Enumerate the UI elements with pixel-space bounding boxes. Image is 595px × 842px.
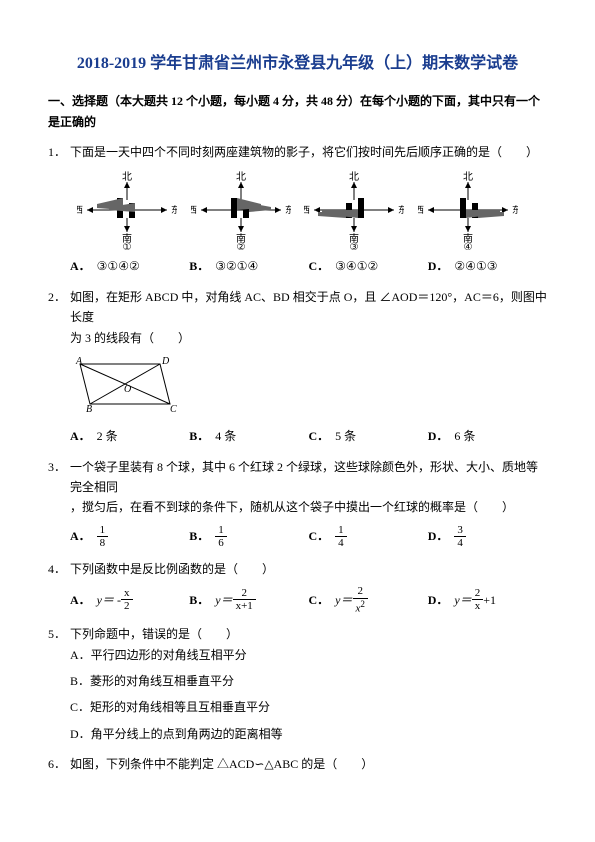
svg-text:东: 东 — [398, 204, 404, 215]
option: C． y＝ 2x2 — [309, 585, 428, 614]
svg-text:O: O — [124, 384, 131, 395]
q-text: 一个袋子里装有 8 个球，其中 6 个红球 2 个绿球，这些球除颜色外，形状、大… — [70, 457, 547, 498]
q-num: 1． — [48, 142, 66, 162]
svg-text:①: ① — [122, 242, 131, 250]
question-6: 6． 如图，下列条件中不能判定 △ACD∽△ABC 的是（ ） — [48, 754, 547, 774]
building-shadow-fig-3: 北 西 东 南 ③ — [304, 170, 404, 250]
option: C．5 条 — [309, 426, 428, 446]
option: B． y＝ 2x+1 — [189, 585, 308, 614]
q-text-cont: ，搅匀后，在看不到球的条件下，随机从这个袋子中摸出一个红球的概率是（ ） — [70, 497, 547, 517]
q-num: 6． — [48, 754, 66, 774]
q2-options: A．2 条 B．4 条 C．5 条 D．6 条 — [70, 426, 547, 446]
q-num: 2． — [48, 287, 66, 328]
option: C．矩形的对角线相等且互相垂直平分 — [70, 697, 547, 717]
option: A． 18 — [70, 524, 189, 549]
option: D．角平分线上的点到角两边的距离相等 — [70, 724, 547, 744]
svg-text:东: 东 — [285, 204, 291, 215]
question-4: 4． 下列函数中是反比例函数的是（ ） A． y＝ - x2 B． y＝ 2x+… — [48, 559, 547, 614]
q1-figure-row: 北 西 东 南 ① 北 西 东 — [70, 170, 525, 250]
svg-text:B: B — [86, 404, 92, 414]
question-2: 2． 如图，在矩形 ABCD 中，对角线 AC、BD 相交于点 O，且 ∠AOD… — [48, 287, 547, 447]
svg-text:西: 西 — [418, 205, 424, 215]
svg-text:北: 北 — [349, 171, 359, 183]
option: B．菱形的对角线互相垂直平分 — [70, 671, 547, 691]
q-text: 下列函数中是反比例函数的是（ ） — [70, 559, 547, 579]
svg-text:东: 东 — [171, 204, 177, 215]
q-num: 3． — [48, 457, 66, 498]
svg-text:北: 北 — [236, 171, 246, 183]
option: A．③①④② — [70, 256, 189, 276]
svg-text:②: ② — [236, 242, 245, 250]
svg-text:西: 西 — [304, 205, 310, 215]
option: D． y＝ 2x +1 — [428, 585, 547, 614]
building-shadow-fig-2: 北 西 东 南 ② — [191, 170, 291, 250]
option: D．6 条 — [428, 426, 547, 446]
question-3: 3． 一个袋子里装有 8 个球，其中 6 个红球 2 个绿球，这些球除颜色外，形… — [48, 457, 547, 549]
q-num: 5． — [48, 624, 66, 644]
q-text: 下面是一天中四个不同时刻两座建筑物的影子，将它们按时间先后顺序正确的是（ ） — [70, 142, 547, 162]
svg-text:北: 北 — [463, 171, 473, 183]
q3-options: A． 18 B． 16 C． 14 D． 34 — [70, 524, 547, 549]
svg-text:③: ③ — [350, 242, 359, 250]
question-5: 5． 下列命题中，错误的是（ ） A．平行四边形的对角线互相平分 B．菱形的对角… — [48, 624, 547, 744]
q-text: 下列命题中，错误的是（ ） — [70, 624, 547, 644]
option: A． y＝ - x2 — [70, 585, 189, 614]
question-1: 1． 下面是一天中四个不同时刻两座建筑物的影子，将它们按时间先后顺序正确的是（ … — [48, 142, 547, 277]
q-text: 如图，在矩形 ABCD 中，对角线 AC、BD 相交于点 O，且 ∠AOD＝12… — [70, 287, 547, 328]
option: D． 34 — [428, 524, 547, 549]
svg-text:东: 东 — [512, 204, 518, 215]
svg-text:C: C — [170, 404, 177, 414]
svg-text:④: ④ — [464, 242, 473, 250]
option: D．②④①③ — [428, 256, 547, 276]
option: C． 14 — [309, 524, 428, 549]
svg-text:西: 西 — [191, 205, 197, 215]
rectangle-figure: A D B C O — [70, 354, 547, 420]
option: B．4 条 — [189, 426, 308, 446]
section-heading: 一、选择题（本大题共 12 个小题，每小题 4 分，共 48 分）在每个小题的下… — [48, 91, 547, 132]
option: C．③④①② — [309, 256, 428, 276]
option: A．平行四边形的对角线互相平分 — [70, 645, 547, 665]
q1-options: A．③①④② B．③②①④ C．③④①② D．②④①③ — [70, 256, 547, 276]
option: B． 16 — [189, 524, 308, 549]
q-text-cont: 为 3 的线段有（ ） — [70, 328, 547, 348]
svg-text:西: 西 — [77, 205, 83, 215]
svg-text:北: 北 — [122, 171, 132, 183]
building-shadow-fig-1: 北 西 东 南 ① — [77, 170, 177, 250]
option: A．2 条 — [70, 426, 189, 446]
option: B．③②①④ — [189, 256, 308, 276]
svg-text:D: D — [161, 356, 170, 367]
svg-text:A: A — [75, 356, 83, 367]
page-title: 2018-2019 学年甘肃省兰州市永登县九年级（上）期末数学试卷 — [48, 50, 547, 77]
q4-options: A． y＝ - x2 B． y＝ 2x+1 C． y＝ 2x2 D． y＝ 2x… — [70, 585, 547, 614]
q-num: 4． — [48, 559, 66, 579]
building-shadow-fig-4: 北 西 东 南 ④ — [418, 170, 518, 250]
q-text: 如图，下列条件中不能判定 △ACD∽△ABC 的是（ ） — [70, 754, 547, 774]
